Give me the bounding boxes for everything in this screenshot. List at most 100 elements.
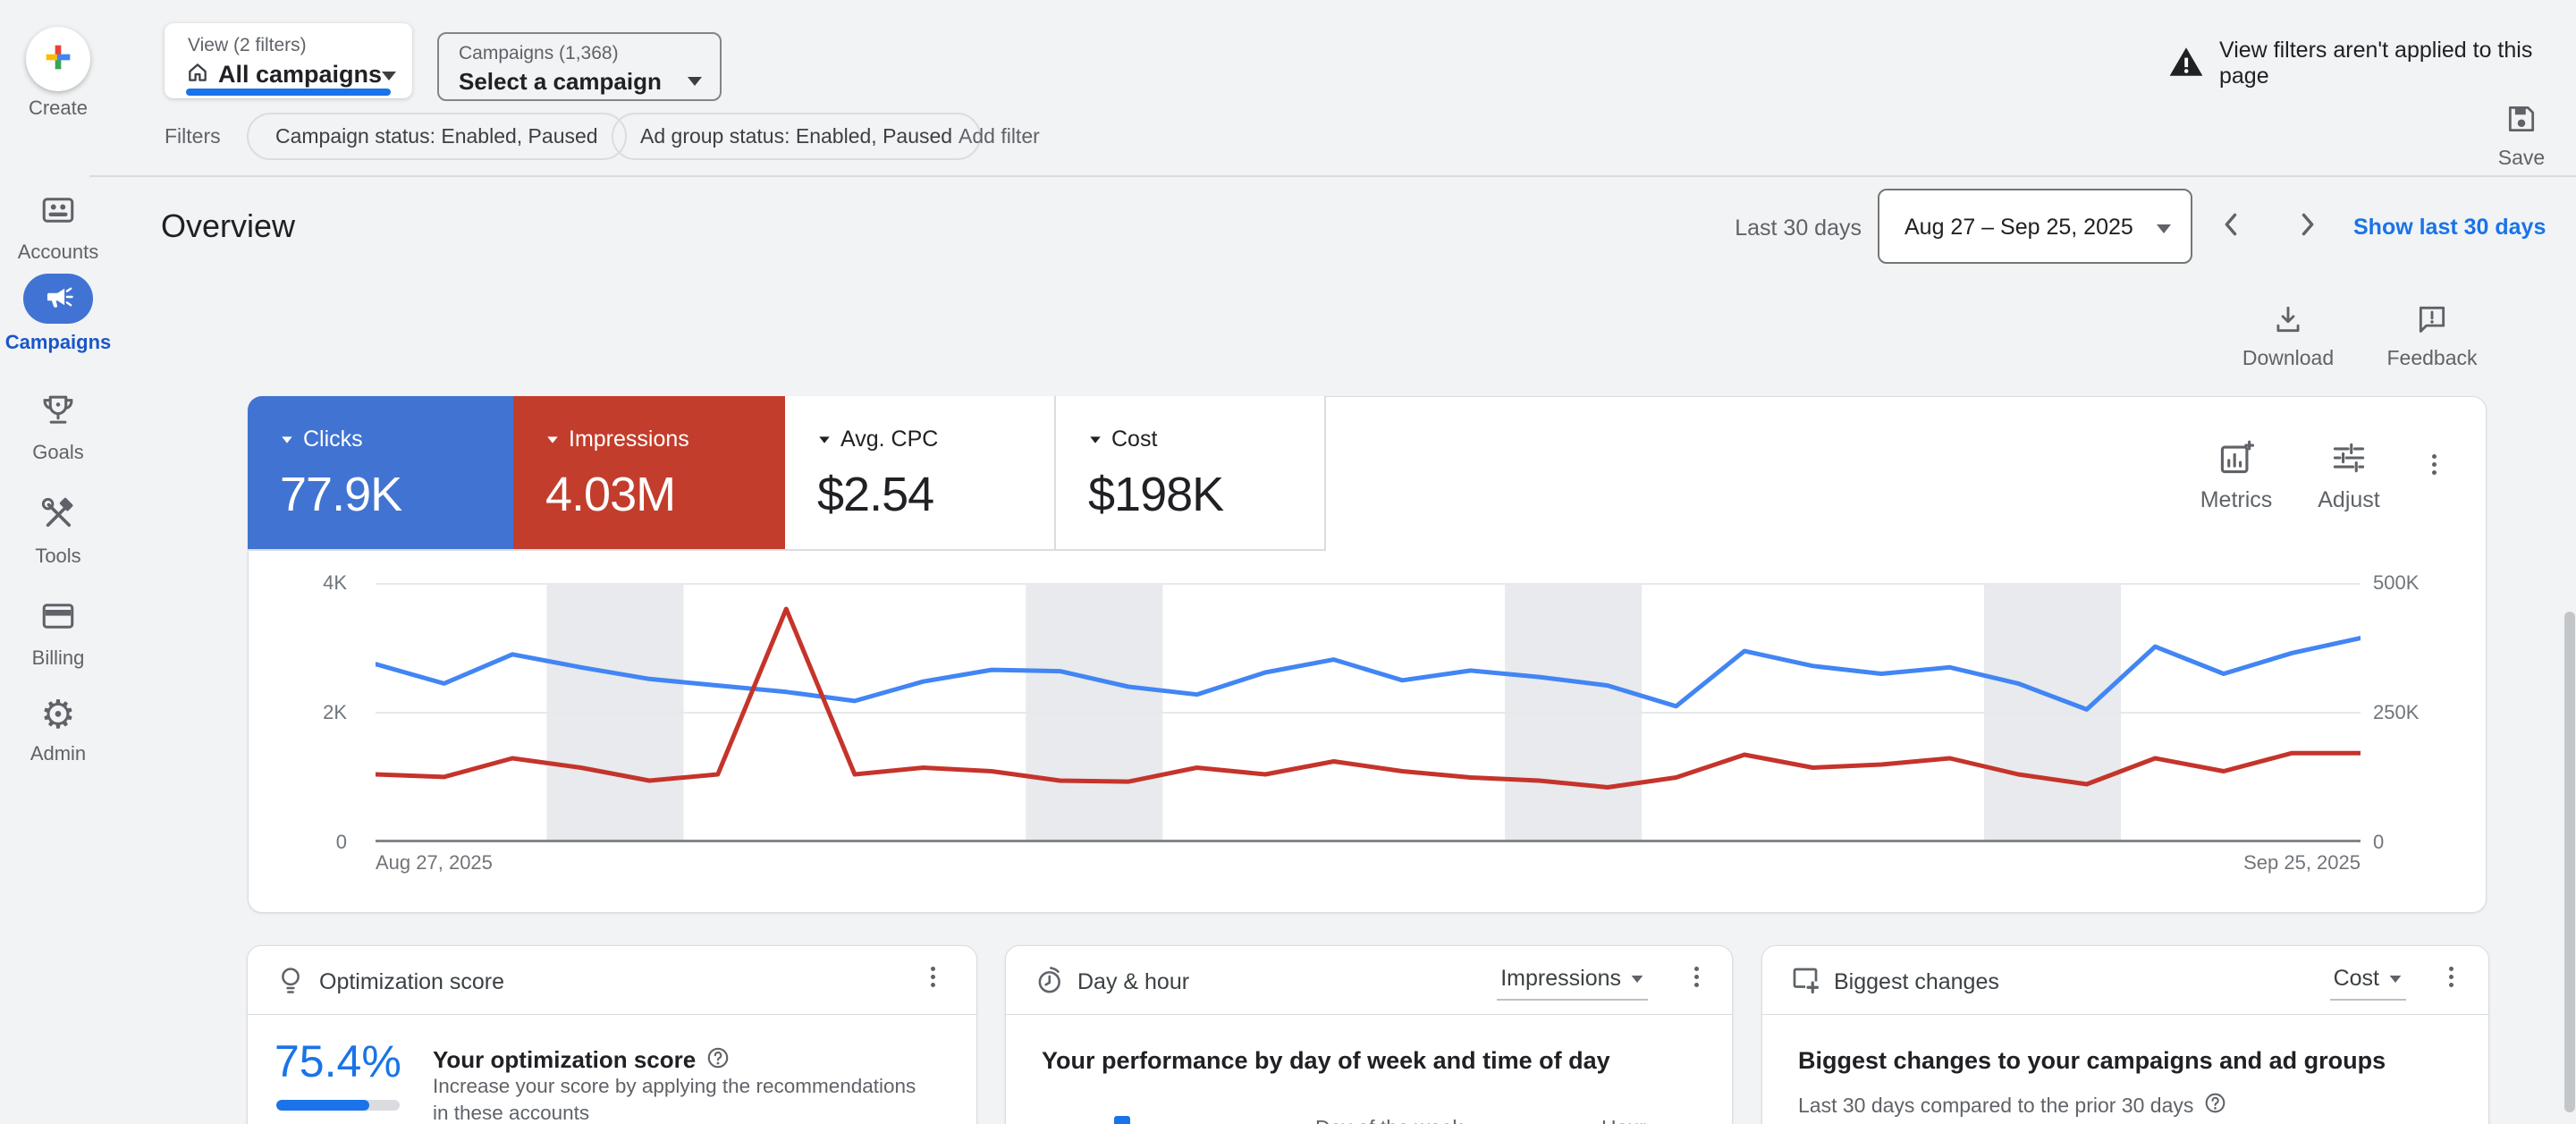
warning-icon [2167,43,2205,85]
scorecard-strip-divider [248,549,1326,551]
day-hour-card: Day & hour Impressions Your performance … [1005,945,1733,1124]
chevron-down-icon [1090,435,1101,444]
optimization-heading: Your optimization score [433,1046,697,1073]
scorecard-value: 77.9K [280,468,402,521]
scorecard-label: Impressions [569,427,689,452]
scorecard-label: Clicks [303,427,363,452]
create-label: Create [28,97,89,119]
add-filter-button[interactable]: Add filter [959,124,1040,148]
feedback-button[interactable]: Feedback [2375,302,2489,370]
y-axis-tick: 2K [323,701,347,723]
x-axis-end-label: Sep 25, 2025 [2243,851,2361,874]
home-icon [186,61,209,89]
x-axis-start-label: Aug 27, 2025 [376,851,493,874]
campaign-selector-value: Select a campaign [459,68,662,95]
biggest-changes-subtitle: Last 30 days compared to the prior 30 da… [1798,1093,2194,1117]
sidebar-item-campaigns[interactable]: Campaigns [0,274,116,354]
create-button[interactable]: Create [0,27,116,120]
megaphone-icon [43,282,73,317]
card-header-divider [248,1014,976,1015]
help-icon[interactable] [2204,1092,2226,1119]
help-icon[interactable] [706,1046,730,1074]
gear-icon: ⚙ [40,693,76,737]
clock-icon [1033,964,1065,1001]
metrics-add-icon [2217,440,2256,481]
download-button[interactable]: Download [2231,302,2345,370]
chevron-down-icon [2389,975,2402,983]
show-last-30-days-link[interactable]: Show last 30 days [2353,215,2546,240]
optimization-score-card: Optimization score 75.4% Your optimizati… [247,945,977,1124]
feedback-icon [2415,306,2449,340]
filter-pill-adgroup-status[interactable]: Ad group status: Enabled, Paused [612,113,982,160]
card-title: Biggest changes [1834,969,1999,994]
day-hour-metric-select[interactable]: Impressions [1497,966,1648,1001]
tools-icon [39,497,77,537]
legend-swatch[interactable] [1114,1116,1130,1124]
sidebar-item-admin[interactable]: ⚙ Admin [0,696,116,765]
view-selector-label: View (2 filters) [188,35,307,55]
sidebar-item-tools[interactable]: Tools [0,495,116,568]
card-overflow-menu[interactable] [1687,959,1706,994]
scrollbar-thumb[interactable] [2564,612,2575,1112]
view-selector[interactable]: View (2 filters) All campaigns [165,23,412,98]
page-title: Overview [161,207,296,244]
scorecard-avg-cpc[interactable]: Avg. CPC $2.54 [785,396,1056,551]
optimization-progress-fill [276,1100,370,1111]
trophy-icon [39,395,77,433]
scorecard-value: 4.03M [545,468,676,521]
legend-day-of-week[interactable]: Day of the week [1315,1116,1463,1124]
chevron-down-icon [2157,224,2171,233]
optimization-body: Increase your score by applying the reco… [433,1075,916,1124]
sidebar-item-label: Tools [35,545,81,567]
sidebar-item-goals[interactable]: Goals [0,392,116,464]
chevron-left-icon [2217,205,2247,249]
filter-pill-text: Ad group status: Enabled, Paused [640,124,953,148]
scorecard-cost[interactable]: Cost $198K [1056,396,1326,551]
adjust-sliders-icon [2329,443,2369,481]
card-title: Optimization score [319,969,505,994]
active-pill [23,274,93,324]
card-overflow-menu[interactable] [924,959,942,994]
save-button[interactable]: Save [2481,102,2562,170]
filter-pill-campaign-status[interactable]: Campaign status: Enabled, Paused [247,113,627,160]
performance-chart[interactable] [376,583,2361,842]
scorecard-impressions[interactable]: Impressions 4.03M [513,396,785,551]
sidebar-item-accounts[interactable]: Accounts [0,191,116,264]
metrics-button[interactable]: Metrics [2182,438,2291,513]
chevron-down-icon [382,72,396,80]
sidebar-item-label: Campaigns [4,331,112,353]
date-next-button[interactable] [2287,204,2327,249]
chevron-down-icon [1631,975,1643,983]
scorecard-clicks[interactable]: Clicks 77.9K [248,396,513,551]
metrics-label: Metrics [2200,487,2273,512]
y-axis-tick: 4K [323,571,347,594]
biggest-changes-metric-select[interactable]: Cost [2329,966,2406,1001]
day-hour-heading: Your performance by day of week and time… [1042,1047,1610,1074]
card-overflow-menu[interactable] [2442,959,2461,994]
date-prev-button[interactable] [2212,204,2251,249]
legend-hour[interactable]: Hour [1601,1116,1646,1124]
biggest-changes-heading: Biggest changes to your campaigns and ad… [1798,1047,2386,1074]
select-value: Impressions [1500,966,1621,991]
window-plus-icon [1789,964,1821,1001]
y-axis-tick: 0 [335,831,347,853]
date-range-picker[interactable]: Aug 27 – Sep 25, 2025 [1878,189,2192,264]
adjust-label: Adjust [2318,487,2380,512]
y2-axis-tick: 250K [2373,701,2420,723]
sidebar-item-billing[interactable]: Billing [0,597,116,670]
chevron-down-icon [547,435,558,444]
chart-overflow-menu[interactable] [2425,447,2444,482]
scorecard-label: Cost [1111,427,1158,452]
chevron-down-icon [688,77,702,86]
y2-axis-tick: 0 [2373,831,2385,853]
sidebar-item-label: Goals [32,441,84,463]
adjust-button[interactable]: Adjust [2294,438,2403,513]
select-value: Cost [2333,966,2379,991]
campaign-selector[interactable]: Campaigns (1,368) Select a campaign [437,32,722,101]
google-plus-icon [40,39,76,80]
view-selector-value: All campaigns [218,61,383,88]
sidebar: Create Accounts Campaigns [0,0,116,1124]
card-header-divider [1762,1014,2488,1015]
date-range-value: Aug 27 – Sep 25, 2025 [1905,215,2133,240]
accounts-card-icon [39,198,77,232]
